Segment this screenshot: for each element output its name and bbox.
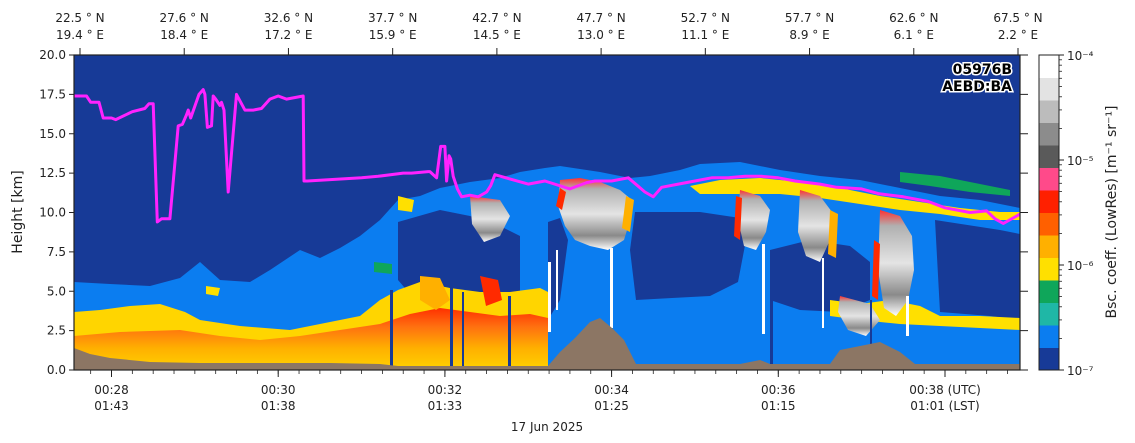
backscatter-heatmap	[74, 55, 1020, 370]
x-tick-label-lst: 01:43	[94, 399, 129, 413]
boundary-layer-orange	[74, 308, 548, 370]
x-tick-label-lst: 01:33	[428, 399, 463, 413]
x-tick-label-utc: 00:34	[594, 383, 629, 397]
x-tick-label-lst: 01:25	[594, 399, 629, 413]
top-tick-label-lon: 13.0 ° E	[577, 28, 625, 42]
attenuated-columns	[390, 288, 872, 370]
colorbar-segment	[1039, 280, 1059, 303]
colorbar-segment	[1039, 145, 1059, 168]
colorbar-tick-label: 10⁻⁶	[1067, 259, 1094, 273]
y-tick-label: 17.5	[39, 87, 66, 101]
top-tick-label-lat: 22.5 ° N	[55, 11, 104, 25]
cirrus-band-green	[900, 172, 1010, 196]
x-tick-label-lst: 01:01 (LST)	[910, 399, 979, 413]
cloud-core-1	[558, 178, 632, 250]
top-tick-label-lat: 42.7 ° N	[472, 11, 521, 25]
cloud-core-3	[798, 190, 832, 262]
cloud-core-6	[838, 296, 880, 336]
top-tick-label-lat: 37.7 ° N	[368, 11, 417, 25]
colorbar	[1039, 55, 1059, 371]
top-tick-label-lon: 15.9 ° E	[369, 28, 417, 42]
aerosol-layer-lightblue	[74, 162, 1020, 370]
date-label: 17 Jun 2025	[511, 420, 583, 434]
cloud-fringe-speckles	[206, 188, 880, 310]
colorbar-segment	[1039, 257, 1059, 281]
top-tick-label-lon: 18.4 ° E	[160, 28, 208, 42]
colorbar-segment	[1039, 122, 1059, 146]
x-tick-label-utc: 00:38 (UTC)	[909, 383, 981, 397]
colorbar-segment	[1039, 325, 1059, 348]
top-tick-label-lat: 27.6 ° N	[160, 11, 209, 25]
x-axis-top: 22.5 ° N 19.4 ° E 27.6 ° N 18.4 ° E 32.6 ° N…	[55, 11, 1043, 55]
y-tick-label: 20.0	[39, 48, 66, 62]
x-tick-label-utc: 00:36	[761, 383, 796, 397]
clear-region-4	[770, 240, 870, 312]
colorbar-segment	[1039, 235, 1059, 258]
colorbar-segment	[1039, 302, 1059, 326]
badge-line-2: AEBD:BA	[942, 79, 1012, 95]
x-tick-label-utc: 00:30	[261, 383, 296, 397]
top-tick-label-lon: 6.1 ° E	[894, 28, 934, 42]
colorbar-segment	[1039, 100, 1059, 123]
y-axis-title: Height [km]	[10, 170, 26, 253]
colorbar-ticks: 10⁻⁷ 10⁻⁶ 10⁻⁵ 10⁻⁴	[1059, 49, 1094, 378]
y-tick-label: 15.0	[39, 127, 66, 141]
top-tick-label-lat: 67.5 ° N	[993, 11, 1042, 25]
colorbar-segment	[1039, 347, 1059, 371]
top-tick-label-lon: 17.2 ° E	[264, 28, 312, 42]
badge-line-1: 05976B	[953, 62, 1012, 78]
colorbar-frame	[1038, 54, 1060, 371]
top-tick-label-lat: 32.6 ° N	[264, 11, 313, 25]
x-tick-label-lst: 01:38	[261, 399, 296, 413]
ground-surface	[74, 318, 1020, 370]
cirrus-band-upper	[690, 178, 1020, 220]
y-tick-label: 5.0	[47, 284, 66, 298]
x-tick-label-utc: 00:28	[94, 383, 129, 397]
x-axis-minor-ticks	[90, 370, 1008, 374]
y-tick-label: 2.5	[47, 324, 66, 338]
top-tick-label-lat: 52.7 ° N	[681, 11, 730, 25]
colorbar-segment	[1039, 77, 1059, 101]
colorbar-tick-label: 10⁻⁵	[1067, 154, 1094, 168]
colorbar-segment	[1039, 167, 1059, 191]
y-tick-label: 0.0	[47, 363, 66, 377]
top-tick-label-lon: 19.4 ° E	[56, 28, 104, 42]
cloud-core-4	[878, 210, 914, 316]
y-tick-label: 12.5	[39, 166, 66, 180]
colorbar-tick-label: 10⁻⁷	[1067, 364, 1094, 378]
x-tick-label-lst: 01:15	[761, 399, 796, 413]
colorbar-tick-label: 10⁻⁴	[1067, 49, 1094, 63]
cloud-core-2	[738, 190, 770, 250]
top-tick-label-lat: 57.7 ° N	[785, 11, 834, 25]
tropopause-line	[74, 88, 1020, 225]
surface-layer-right	[830, 300, 1020, 330]
top-tick-label-lon: 14.5 ° E	[473, 28, 521, 42]
y-tick-label: 10.0	[39, 206, 66, 220]
top-tick-label-lon: 11.1 ° E	[681, 28, 729, 42]
top-tick-label-lat: 62.6 ° N	[889, 11, 938, 25]
x-tick-label-utc: 00:32	[428, 383, 463, 397]
precipitation-streaks	[548, 244, 909, 336]
y-tick-label: 7.5	[47, 245, 66, 259]
x-axis-bottom: 00:28 01:43 00:30 01:38 00:32 01:33 00:34 01:25…	[94, 370, 981, 413]
cloud-core-5	[470, 196, 510, 242]
colorbar-segment	[1039, 55, 1059, 78]
colorbar-title: Bsc. coeff. (LowRes) [m⁻¹ sr⁻¹]	[1104, 106, 1120, 319]
top-tick-label-lon: 2.2 ° E	[998, 28, 1038, 42]
clear-region-3	[630, 212, 746, 300]
clear-region-5	[935, 220, 1020, 320]
top-tick-label-lat: 47.7 ° N	[576, 11, 625, 25]
y-axis: 0.0 2.5 5.0 7.5 10.0 12.5 15.0 17.5 20.0	[39, 48, 1028, 377]
top-tick-label-lon: 8.9 ° E	[789, 28, 829, 42]
colorbar-segment	[1039, 212, 1059, 236]
colorbar-segment	[1039, 190, 1059, 213]
